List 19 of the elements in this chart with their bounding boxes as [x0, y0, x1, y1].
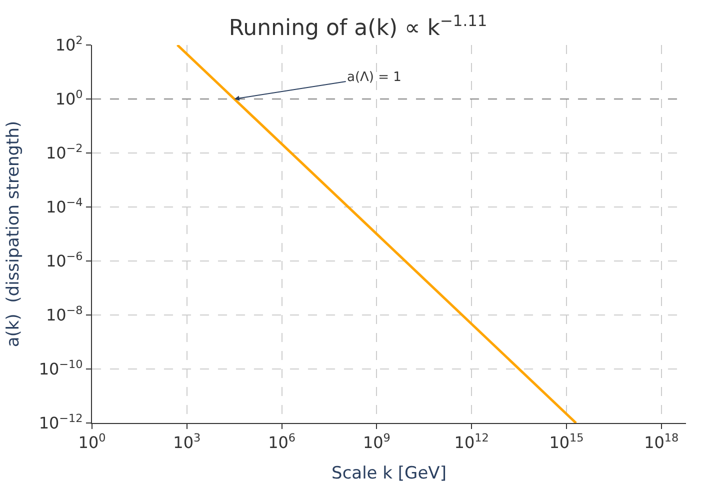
x-tick-label: 10$^{18}$ — [644, 431, 679, 452]
x-tick-label: 10$^{12}$ — [454, 431, 489, 452]
y-tick-label: 10$^{0}$ — [55, 88, 83, 109]
x-tick-label: 10$^{3}$ — [173, 431, 201, 452]
chart-title: Running of a(k) ∝ k$^{−1.11}$ — [228, 12, 488, 42]
y-tick-label: 10$^{−10}$ — [38, 358, 83, 379]
annotation: a(Λ) = 1 — [347, 70, 402, 85]
x-tick-label: 10$^{6}$ — [268, 431, 296, 452]
y-axis-title: a(k) (dissipation strength) — [3, 120, 24, 348]
x-axis-title: Scale k [GeV] — [332, 464, 446, 484]
x-tick-label: 10$^{15}$ — [549, 431, 584, 452]
y-tick-label: 10$^{−8}$ — [46, 304, 83, 325]
y-tick-label: 10$^{−4}$ — [46, 196, 83, 217]
y-tick-label: 10$^{−6}$ — [46, 250, 83, 271]
y-tick-label: 10$^{−12}$ — [38, 412, 83, 433]
y-tick-label: 10$^{2}$ — [55, 34, 83, 55]
x-tick-label: 10$^{0}$ — [78, 431, 106, 452]
y-tick-label: 10$^{−2}$ — [46, 142, 83, 163]
x-tick-label: 10$^{9}$ — [362, 431, 390, 452]
